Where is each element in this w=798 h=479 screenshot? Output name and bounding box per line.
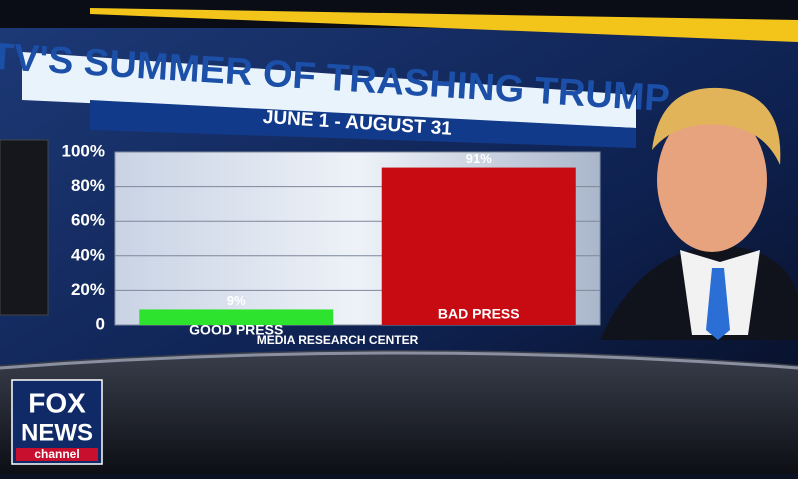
logo-line: FOX <box>28 387 86 418</box>
bar <box>382 168 576 325</box>
y-tick-label: 0 <box>96 314 105 333</box>
y-tick-label: 100% <box>62 141 105 160</box>
logo-line: channel <box>34 447 79 461</box>
data-label: 9% <box>227 293 246 308</box>
screen: TV'S SUMMER OF TRASHING TRUMP JUNE 1 - A… <box>0 0 798 474</box>
y-tick-label: 80% <box>71 176 105 195</box>
side-monitor <box>0 140 48 315</box>
data-label: 91% <box>466 151 492 166</box>
y-tick-label: 20% <box>71 280 105 299</box>
logo-line: NEWS <box>21 419 93 446</box>
source: MEDIA RESEARCH CENTER <box>257 333 419 347</box>
y-tick-label: 60% <box>71 211 105 230</box>
desk <box>0 350 798 474</box>
x-tick-label: BAD PRESS <box>438 306 520 322</box>
y-tick-label: 40% <box>71 245 105 264</box>
logo: FOX NEWS channel <box>12 380 102 464</box>
